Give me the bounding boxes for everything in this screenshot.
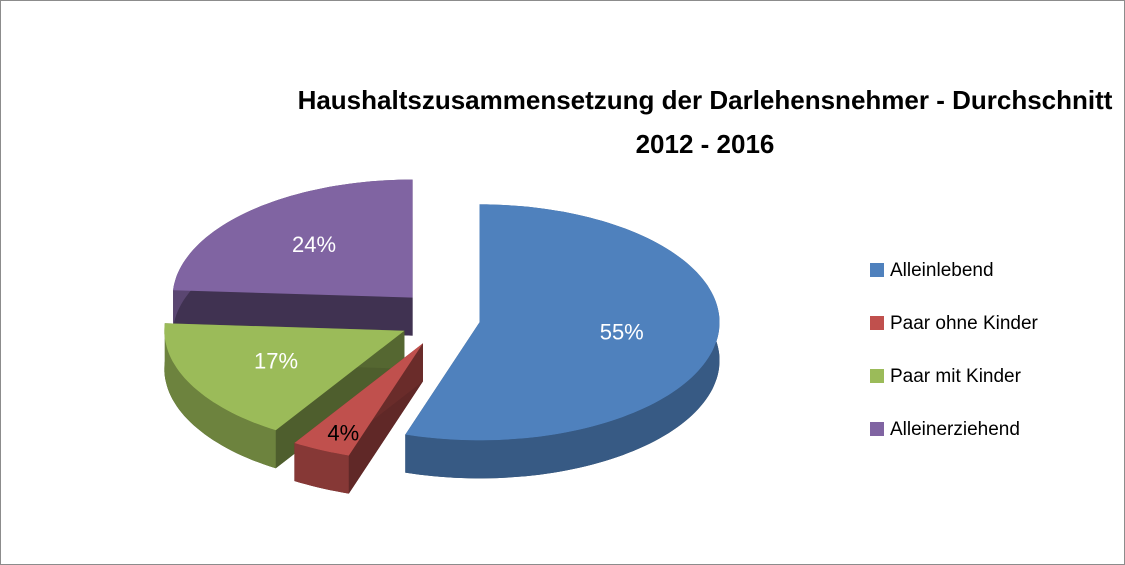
- legend-swatch: [870, 263, 884, 277]
- data-label: 24%: [292, 232, 336, 257]
- legend-label: Paar ohne Kinder: [890, 313, 1039, 334]
- slice: [164, 323, 405, 431]
- legend-label: Alleinlebend: [890, 260, 994, 281]
- slice: [173, 179, 413, 298]
- slice-outer-wall: [164, 323, 276, 469]
- chart-title: Haushaltszusammensetzung der Darlehensne…: [297, 85, 1113, 159]
- legend-swatch: [870, 422, 884, 436]
- data-label: 55%: [600, 319, 644, 344]
- data-label: 4%: [327, 420, 359, 445]
- legend-label: Alleinerziehend: [890, 419, 1020, 440]
- slice: [294, 343, 423, 456]
- slice: [405, 204, 720, 441]
- legend-swatch: [870, 369, 884, 383]
- slice-outer-wall: [294, 443, 349, 494]
- slice-wall: [173, 290, 413, 336]
- legend-swatch: [870, 316, 884, 330]
- legend-label: Paar mit Kinder: [890, 366, 1022, 387]
- data-label: 17%: [254, 349, 298, 374]
